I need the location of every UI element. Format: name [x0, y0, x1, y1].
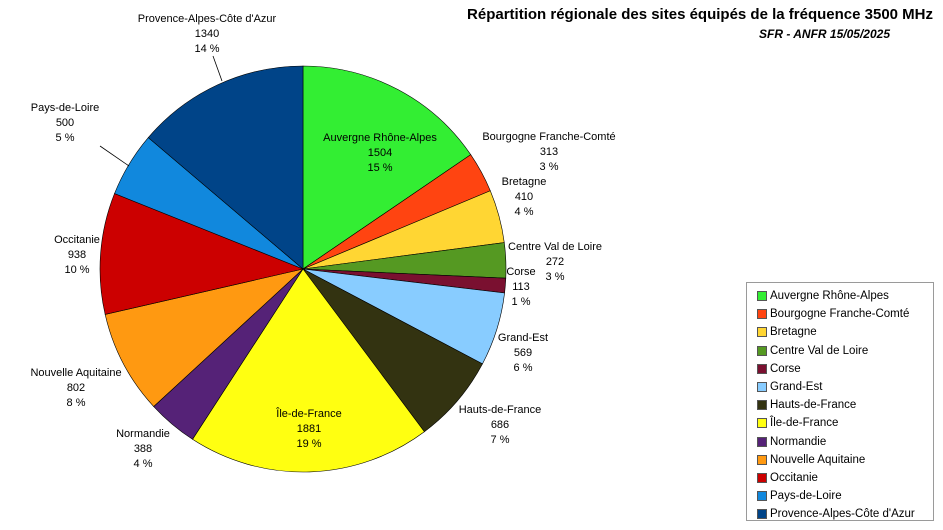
legend-item-occitanie: Occitanie	[757, 469, 933, 487]
legend-label: Normandie	[770, 435, 827, 448]
legend-label: Bretagne	[770, 326, 817, 339]
slice-label-bretagne: Bretagne 410 4 %	[502, 176, 547, 218]
legend-label: Auvergne Rhône-Alpes	[770, 290, 889, 303]
legend-item-centre-val-de-loire: Centre Val de Loire	[757, 342, 933, 360]
legend-label: Corse	[770, 362, 801, 375]
legend-item-nouvelle-aquitaine: Nouvelle Aquitaine	[757, 451, 933, 469]
legend-swatch	[757, 363, 767, 374]
legend-label: Pays-de-Loire	[770, 490, 842, 503]
pie-slice-occitanie	[99, 193, 305, 315]
legend-swatch	[757, 418, 767, 429]
leader-line-provence-alpes-cote-d-azur	[212, 55, 223, 82]
slice-label-normandie: Normandie 388 4 %	[116, 428, 170, 470]
pie-slice-provence-alpes-cote-d-azur	[147, 65, 304, 270]
legend-swatch	[757, 436, 767, 447]
legend-item-hauts-de-france: Hauts-de-France	[757, 396, 933, 414]
legend-item-provence-alpes-cote-d-azur: Provence-Alpes-Côte d'Azur	[757, 505, 933, 523]
legend-label: Grand-Est	[770, 381, 823, 394]
legend-label: Centre Val de Loire	[770, 344, 869, 357]
pie-slice-ile-de-france	[192, 268, 425, 473]
slice-label-corse: Corse 113 1 %	[506, 266, 535, 308]
legend-label: Nouvelle Aquitaine	[770, 453, 866, 466]
legend-swatch	[757, 382, 767, 393]
slice-label-bourgogne-franche-comte: Bourgogne Franche-Comté 313 3 %	[482, 131, 615, 173]
legend-swatch	[757, 454, 767, 465]
leader-line-pays-de-loire	[99, 145, 130, 167]
legend-item-bourgogne-franche-comte: Bourgogne Franche-Comté	[757, 305, 933, 323]
legend-swatch	[757, 509, 767, 520]
legend-item-ile-de-france: Île-de-France	[757, 414, 933, 432]
legend-swatch	[757, 400, 767, 411]
slice-label-nouvelle-aquitaine: Nouvelle Aquitaine 802 8 %	[30, 367, 121, 409]
legend-item-grand-est: Grand-Est	[757, 378, 933, 396]
legend-item-bretagne: Bretagne	[757, 323, 933, 341]
slice-label-centre-val-de-loire: Centre Val de Loire 272 3 %	[508, 241, 602, 283]
slice-label-auvergne-rhone-alpes: Auvergne Rhône-Alpes 1504 15 %	[323, 132, 437, 174]
slice-label-provence-alpes-cote-d-azur: Provence-Alpes-Côte d'Azur 1340 14 %	[138, 13, 277, 55]
legend-item-normandie: Normandie	[757, 433, 933, 451]
slice-label-ile-de-france: Île-de-France 1881 19 %	[275, 407, 341, 450]
slice-label-occitanie: Occitanie 938 10 %	[54, 234, 100, 276]
legend-label: Île-de-France	[770, 417, 839, 430]
legend-item-pays-de-loire: Pays-de-Loire	[757, 487, 933, 505]
legend-label: Occitanie	[770, 471, 818, 484]
legend-label: Hauts-de-France	[770, 399, 857, 412]
legend-swatch	[757, 291, 767, 302]
pie-slice-nouvelle-aquitaine	[104, 268, 305, 407]
chart-legend: Auvergne Rhône-Alpes Bourgogne Franche-Co…	[746, 282, 934, 521]
chart-subtitle: SFR - ANFR 15/05/2025	[759, 27, 890, 41]
legend-label: Bourgogne Franche-Comté	[770, 308, 910, 321]
chart-title: Répartition régionale des sites équipés …	[467, 6, 933, 23]
legend-swatch	[757, 491, 767, 502]
slice-label-hauts-de-france: Hauts-de-France 686 7 %	[459, 404, 542, 446]
legend-swatch	[757, 472, 767, 483]
slice-label-grand-est: Grand-Est 569 6 %	[498, 332, 548, 374]
legend-item-corse: Corse	[757, 360, 933, 378]
legend-swatch	[757, 327, 767, 338]
legend-label: Provence-Alpes-Côte d'Azur	[770, 508, 915, 521]
slice-label-pays-de-loire: Pays-de-Loire 500 5 %	[31, 102, 99, 144]
pie-slice-auvergne-rhone-alpes	[302, 65, 472, 270]
legend-swatch	[757, 345, 767, 356]
legend-item-auvergne-rhone-alpes: Auvergne Rhône-Alpes	[757, 287, 933, 305]
legend-swatch	[757, 309, 767, 320]
